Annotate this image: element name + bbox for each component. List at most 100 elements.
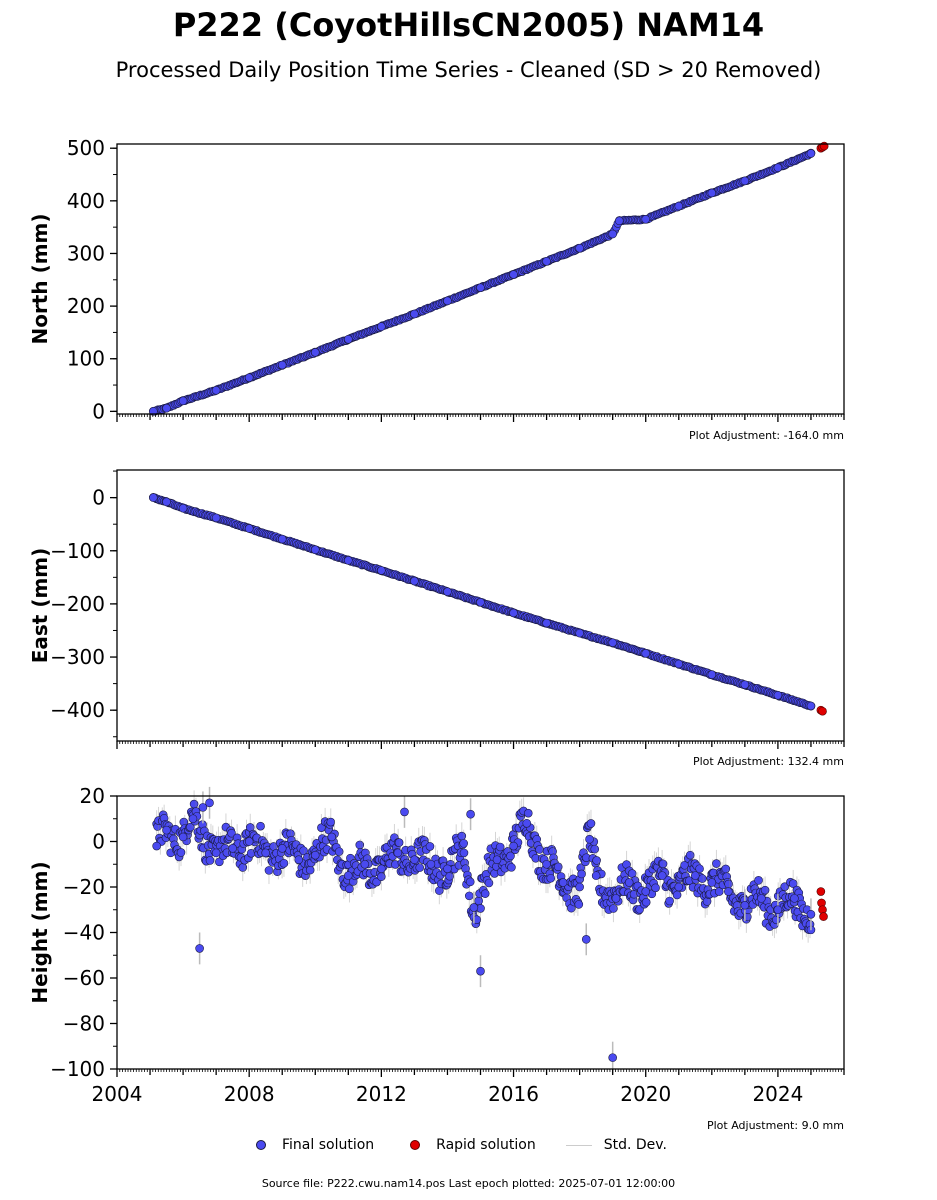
final-solution-point [553,862,563,872]
final-solution-point [507,863,516,872]
y-tick-label: 20 [80,784,105,808]
final-solution-point [443,296,452,306]
final-solution-point [228,844,237,853]
final-solution-point [558,878,568,887]
final-solution-point [211,513,221,523]
height-axis-label: Height (mm) [28,861,52,1003]
final-solution-point [641,897,651,907]
final-solution-point [310,545,320,555]
y-tick-label: 0 [92,830,105,854]
final-solution-point [577,869,586,879]
final-solution-point [277,534,287,544]
final-solution-point [608,229,617,239]
final-solution-point [609,904,618,913]
final-solution-point [581,935,591,944]
final-solution-point [198,803,208,812]
final-solution-point [509,608,518,618]
final-solution-point [806,149,816,158]
final-solution-point [674,882,684,892]
final-solution-point [790,894,799,903]
y-tick-label: −60 [63,966,105,990]
final-solution-point [344,871,353,880]
final-solution-point [674,201,684,211]
final-solution-point [211,848,221,858]
final-solution-point [740,176,750,186]
final-solution-point [592,856,601,865]
final-solution-point [415,863,424,872]
final-solution-point [310,850,320,860]
final-solution-point [425,842,435,851]
final-solution-point [327,832,337,842]
east-axis-label: East (mm) [28,548,52,664]
chart-title: P222 (CoyotHillsCN2005) NAM14 [172,6,765,44]
final-solution-point [377,322,386,331]
east-final-solution-series [149,493,816,711]
final-solution-point [773,691,783,700]
final-solution-point [480,889,490,898]
final-solution-point [695,864,704,874]
final-solution-point [806,909,816,919]
source-footer: Source file: P222.cwu.nam14.pos Last epo… [261,1177,676,1190]
final-solution-point [585,834,594,844]
y-tick-label: −40 [63,921,105,945]
rapid-solution-point [818,706,827,716]
legend-rapid: Rapid solution [404,1137,536,1153]
final-solution-point [244,837,254,846]
final-solution-point [685,850,695,860]
y-tick-label: −300 [50,645,105,669]
final-solution-point [176,848,186,857]
final-solution-point [162,825,171,835]
final-solution-point [542,859,551,869]
x-tick-label: 2012 [356,1082,407,1106]
final-solution-point [394,838,404,847]
final-solution-point [492,855,502,865]
final-solution-point [162,403,171,413]
final-solution-point [178,396,188,406]
final-solution-point [522,818,532,828]
x-tick-label: 2016 [488,1082,539,1106]
final-solution-point [279,858,289,868]
final-solution-point [393,848,403,858]
height-plot-adjustment: Plot Adjustment: 9.0 mm [706,1119,844,1132]
y-tick-label: −100 [50,539,105,563]
final-solution-point [712,859,721,868]
final-solution-point [377,872,386,882]
legend-final-label: Final solution [282,1137,375,1153]
final-solution-point [546,873,556,883]
y-tick-label: −80 [63,1012,105,1036]
final-solution-point [410,309,419,319]
y-tick-label: −100 [50,1057,105,1081]
final-solution-point [523,808,533,818]
rapid-solution-point [819,141,829,151]
y-tick-label: 200 [67,294,105,318]
final-solution-point [188,814,198,824]
y-tick-label: −400 [50,698,105,722]
final-solution-point [641,649,651,658]
final-solution-point [760,885,770,895]
legend-stddev: Std. Dev. [565,1137,667,1153]
final-solution-point [195,944,204,953]
final-solution-point [400,807,409,817]
final-solution-point [261,848,271,858]
y-tick-label: 400 [67,189,105,213]
final-solution-point [672,890,682,900]
y-tick-label: 500 [67,136,105,160]
final-solution-point [344,334,353,344]
final-solution-point [591,871,601,880]
final-solution-point [149,493,158,502]
x-tick-label: 2020 [620,1082,671,1106]
final-solution-point [574,900,584,909]
y-tick-label: −200 [50,592,105,616]
final-solution-point [178,503,188,513]
north-plot-adjustment: Plot Adjustment: -164.0 mm [689,429,844,442]
final-solution-point [495,842,505,852]
final-solution-point [575,882,584,892]
final-solution-point [238,863,248,872]
final-solution-point [277,844,287,853]
final-solution-point [624,878,634,887]
final-solution-point [345,884,354,894]
final-solution-point [205,798,214,808]
final-solution-point [542,618,551,628]
final-solution-point [299,846,308,856]
